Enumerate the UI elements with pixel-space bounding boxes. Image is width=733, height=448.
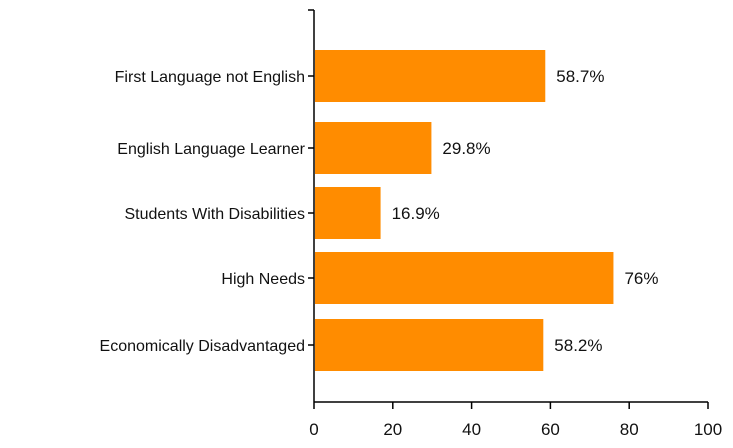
value-label: 58.7% <box>556 67 604 86</box>
value-label: 58.2% <box>554 336 602 355</box>
bar <box>315 252 614 304</box>
x-ticks: 0 20 40 60 80 100 <box>309 402 722 439</box>
bar <box>315 50 546 102</box>
bar <box>315 122 432 174</box>
category-label: Economically Disadvantaged <box>100 338 305 355</box>
x-tick-label: 80 <box>620 420 639 439</box>
value-labels: 58.7% 29.8% 16.9% 76% 58.2% <box>392 67 659 355</box>
value-label: 29.8% <box>442 139 490 158</box>
category-label: First Language not English <box>115 69 305 86</box>
bar <box>315 319 544 371</box>
x-tick-label: 20 <box>383 420 402 439</box>
bar <box>315 187 381 239</box>
category-labels: First Language not English English Langua… <box>100 69 306 355</box>
x-tick-label: 40 <box>462 420 481 439</box>
bars-group <box>315 50 614 371</box>
value-label: 16.9% <box>392 204 440 223</box>
axes-group <box>308 9 708 403</box>
value-label: 76% <box>624 269 658 288</box>
x-tick-label: 60 <box>541 420 560 439</box>
x-tick-label: 0 <box>309 420 318 439</box>
category-label: High Needs <box>221 271 305 288</box>
category-label: Students With Disabilities <box>124 206 305 223</box>
category-label: English Language Learner <box>117 141 305 158</box>
x-tick-label: 100 <box>694 420 722 439</box>
